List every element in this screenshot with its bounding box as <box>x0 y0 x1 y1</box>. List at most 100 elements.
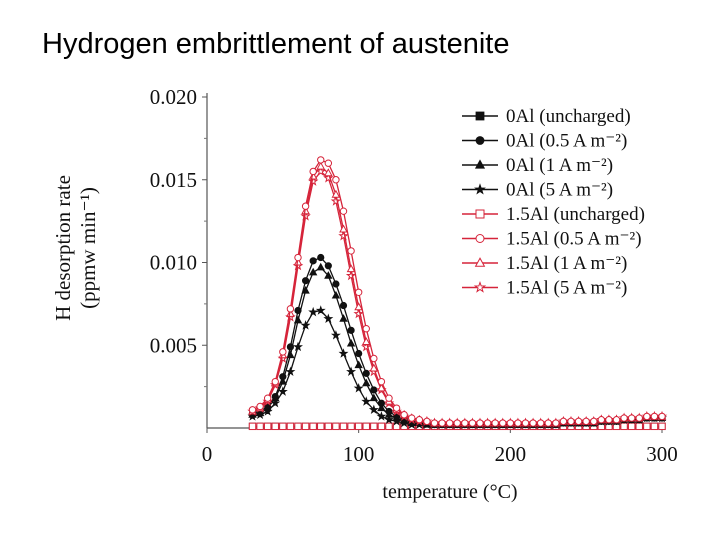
data-point <box>256 422 264 431</box>
series-5 <box>248 156 666 427</box>
data-point <box>286 305 295 313</box>
legend-item: 0Al (uncharged) <box>462 106 631 127</box>
legend-label: 0Al (1 A m⁻²) <box>506 155 613 176</box>
legend-item: 0Al (1 A m⁻²) <box>462 155 613 176</box>
series-line <box>252 309 662 426</box>
data-point <box>271 377 279 386</box>
y-tick-label: 0.015 <box>150 168 197 192</box>
data-point <box>361 337 371 345</box>
data-point <box>293 341 303 352</box>
data-point <box>627 422 636 431</box>
data-point <box>445 419 454 427</box>
data-point <box>248 422 257 431</box>
data-point <box>339 301 348 310</box>
data-point <box>635 414 643 422</box>
data-point <box>506 419 515 427</box>
data-point <box>332 176 340 184</box>
data-point <box>544 419 552 427</box>
data-point <box>643 412 651 421</box>
data-point <box>347 326 355 334</box>
data-point <box>552 419 560 427</box>
data-point <box>317 422 325 431</box>
data-point <box>279 348 287 356</box>
data-point <box>347 422 355 431</box>
data-point <box>658 422 666 431</box>
data-point <box>316 262 325 271</box>
data-point <box>377 422 386 431</box>
data-point <box>339 224 348 233</box>
legend-marker <box>474 183 486 195</box>
data-point <box>315 305 326 315</box>
y-tick-label: 0.020 <box>150 85 197 109</box>
series-3 <box>247 305 667 429</box>
y-tick-label: 0.010 <box>150 251 197 275</box>
data-point <box>323 313 334 323</box>
legend-item: 1.5Al (uncharged) <box>462 204 645 225</box>
data-point <box>574 417 583 426</box>
data-point <box>309 422 317 431</box>
data-point <box>339 422 348 431</box>
data-point <box>285 366 296 376</box>
data-point <box>438 419 446 427</box>
data-point <box>650 412 659 421</box>
legend-marker <box>475 136 485 145</box>
data-point <box>338 230 349 241</box>
legend: 0Al (uncharged) 0Al (0.5 A m⁻²) 0Al (1 A m… <box>462 106 645 299</box>
data-point <box>354 288 363 296</box>
data-point <box>415 416 424 424</box>
data-point <box>408 414 416 422</box>
data-point <box>346 264 356 273</box>
data-point <box>400 411 408 419</box>
data-point <box>620 422 628 431</box>
data-point <box>338 348 349 358</box>
data-point <box>385 422 393 431</box>
data-point <box>376 411 387 421</box>
data-point <box>423 417 431 426</box>
data-point <box>324 271 333 279</box>
data-point <box>317 253 325 262</box>
x-tick-label: 300 <box>646 442 678 466</box>
legend-item: 1.5Al (5 A m⁻²) <box>462 278 627 299</box>
data-point <box>536 419 545 427</box>
data-point <box>361 396 372 406</box>
data-point <box>294 306 302 315</box>
data-point <box>361 341 372 352</box>
data-point <box>354 422 363 431</box>
x-tick-label: 100 <box>343 442 375 466</box>
data-point <box>301 277 310 285</box>
data-point <box>643 422 651 431</box>
y-axis-label-line2: (ppmw min⁻¹) <box>76 187 100 309</box>
data-point <box>499 419 507 427</box>
data-point <box>332 422 340 431</box>
data-point <box>620 414 628 422</box>
data-point <box>605 416 613 424</box>
data-point <box>514 419 522 427</box>
data-point <box>377 403 386 412</box>
data-point <box>483 419 492 427</box>
data-point <box>491 419 499 427</box>
data-point <box>368 404 379 415</box>
data-point <box>300 210 311 221</box>
data-point <box>286 422 295 431</box>
data-point <box>324 422 333 431</box>
data-point <box>316 161 326 170</box>
slide-title: Hydrogen embrittlement of austenite <box>42 28 510 60</box>
data-point <box>324 159 333 167</box>
data-point <box>294 422 302 431</box>
legend-label: 0Al (0.5 A m⁻²) <box>506 131 627 152</box>
y-axis-label-line1: H desorption rate <box>51 175 75 321</box>
data-point <box>339 314 348 322</box>
data-point <box>263 422 272 431</box>
data-point <box>590 417 598 426</box>
data-point <box>353 383 364 393</box>
data-point <box>362 369 370 377</box>
data-point <box>377 383 386 392</box>
data-point <box>346 366 357 376</box>
legend-label: 1.5Al (1 A m⁻²) <box>506 253 627 274</box>
data-point <box>330 195 342 206</box>
data-point <box>308 306 319 317</box>
legend-label: 1.5Al (5 A m⁻²) <box>506 278 627 299</box>
data-point <box>658 412 666 421</box>
data-point <box>277 386 288 396</box>
legend-item: 0Al (5 A m⁻²) <box>462 180 613 201</box>
